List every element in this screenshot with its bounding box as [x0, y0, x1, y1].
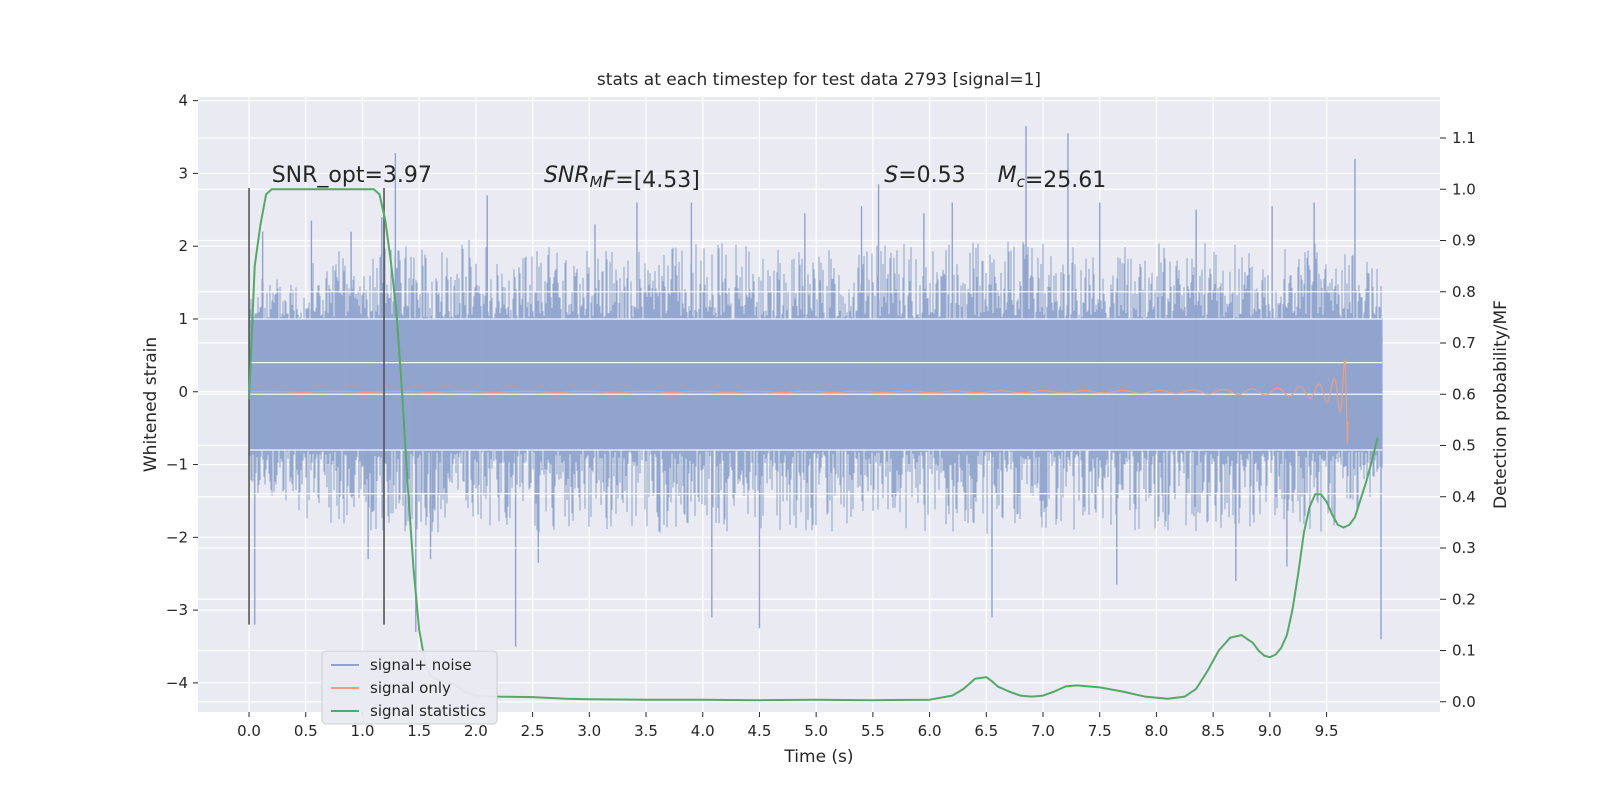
legend-label: signal statistics	[370, 702, 486, 720]
x-tick-label: 3.5	[634, 722, 658, 740]
y2-tick-labels: 0.0 0.1 0.2 0.3 0.4 0.5 0.6 0.7 0.8 0.9 1.0 1.1	[1440, 129, 1476, 711]
x-tick-label: 7.5	[1088, 722, 1112, 740]
series-signal-noise	[248, 126, 1383, 647]
y2-tick-label: 0.8	[1452, 283, 1476, 301]
y2-tick-label: 0.5	[1452, 437, 1476, 455]
x-tick-label: 1.5	[407, 722, 431, 740]
annotation: SNR_opt=3.97	[272, 163, 432, 188]
x-tick-label: 2.0	[464, 722, 488, 740]
annotation-part: =25.61	[1025, 168, 1106, 193]
annotation: S=0.53	[884, 163, 965, 188]
y2-tick-label: 0.2	[1452, 590, 1476, 608]
annotation-part: c	[1017, 173, 1026, 191]
legend-label: signal+ noise	[370, 656, 472, 674]
y-tick-label: 1	[178, 310, 188, 328]
annotation-part: S	[884, 163, 898, 188]
y2-tick-label: 0.7	[1452, 334, 1476, 352]
y-axis-label: Whitened strain	[141, 337, 161, 472]
y2-tick-label: 0.6	[1452, 385, 1476, 403]
y2-tick-label: 0.3	[1452, 539, 1476, 557]
x-tick-label: 4.5	[748, 722, 772, 740]
x-tick-label: 0.0	[237, 722, 261, 740]
x-tick-label: 6.5	[974, 722, 998, 740]
annotation: Mc=25.61	[998, 163, 1107, 193]
x-tick-label: 9.0	[1258, 722, 1282, 740]
y-tick-label: −4	[166, 674, 188, 692]
x-tick-label: 5.5	[861, 722, 885, 740]
y-tick-label: −3	[166, 601, 188, 619]
annotation-part: M	[590, 173, 603, 191]
y-tick-label: 4	[178, 92, 188, 110]
x-tick-labels: 0.0 0.5 1.0 1.5 2.0 2.5 3.0 3.5 4.0 4.5 5.0 5.5 6.0 6…	[237, 712, 1339, 740]
annotation-part: =0.53	[898, 163, 965, 188]
annotation-part: SNR	[544, 163, 590, 188]
y-tick-label: 3	[178, 164, 188, 182]
annotation-part: =[4.53]	[615, 168, 700, 193]
annotations: SNR_opt=3.97 SNRMF=[4.53] S=0.53 Mc=25.61	[272, 163, 1107, 193]
y-tick-label: 0	[178, 383, 188, 401]
x-tick-label: 7.0	[1031, 722, 1055, 740]
annotation-part: F	[603, 168, 616, 193]
statistics-line	[248, 188, 1379, 702]
series-signal-statistics	[248, 188, 1379, 702]
legend: signal+ noise signal only signal statistic…	[321, 650, 498, 725]
y-tick-label: −2	[166, 528, 188, 546]
x-axis-label: Time (s)	[783, 747, 853, 767]
noise-body	[249, 318, 1383, 450]
y-tick-label: 2	[178, 237, 188, 255]
y2-tick-label: 1.0	[1452, 180, 1476, 198]
x-tick-label: 1.0	[351, 722, 375, 740]
y-tick-labels: −4 −3 −2 −1 0 1 2 3 4	[166, 92, 198, 692]
x-tick-label: 9.5	[1315, 722, 1339, 740]
legend-label: signal only	[370, 679, 451, 697]
y2-tick-label: 0.0	[1452, 693, 1476, 711]
series-signal-only	[249, 358, 1349, 444]
legend-box	[321, 650, 498, 725]
annotation: SNRMF=[4.53]	[544, 163, 700, 193]
x-tick-label: 3.0	[577, 722, 601, 740]
x-tick-label: 5.0	[804, 722, 828, 740]
x-tick-label: 6.0	[918, 722, 942, 740]
x-tick-label: 8.0	[1145, 722, 1169, 740]
chart-title: stats at each timestep for test data 279…	[597, 70, 1041, 90]
vertical-markers	[248, 187, 385, 625]
y2-tick-label: 0.1	[1452, 642, 1476, 660]
x-tick-label: 0.5	[294, 722, 318, 740]
y2-axis-label: Detection probability/MF	[1491, 300, 1511, 509]
x-tick-label: 4.0	[691, 722, 715, 740]
y2-tick-label: 1.1	[1452, 129, 1476, 147]
signal-trace	[249, 358, 1349, 444]
y2-tick-label: 0.4	[1452, 488, 1476, 506]
y2-tick-label: 0.9	[1452, 232, 1476, 250]
y-tick-label: −1	[166, 456, 188, 474]
x-tick-label: 8.5	[1201, 722, 1225, 740]
annotation-part: M	[998, 163, 1017, 188]
x-tick-label: 2.5	[521, 722, 545, 740]
